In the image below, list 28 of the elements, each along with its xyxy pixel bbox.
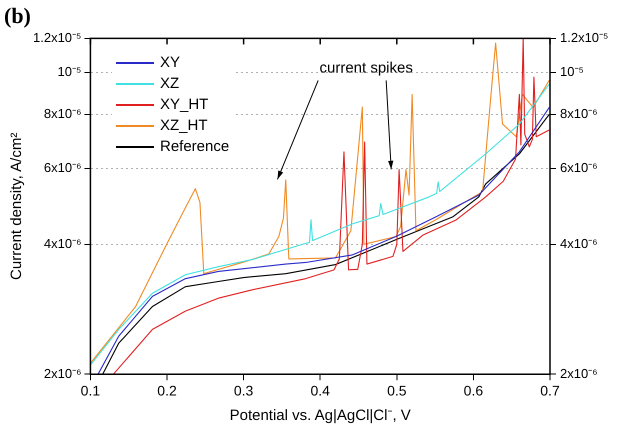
legend-label: XZ: [160, 75, 180, 92]
y-tick-label: 2x10⁻⁶: [44, 366, 82, 381]
text: 10⁻⁵: [560, 64, 584, 80]
x-axis-title: Potential vs. Ag|AgCl|Cl⁻, V: [230, 407, 411, 424]
text: 2x10⁻⁶: [560, 366, 598, 381]
text: 1.2x10⁻⁵: [560, 30, 608, 45]
x-tick-label: 0.1: [80, 382, 100, 398]
x-tick-label: 0.5: [387, 382, 407, 398]
x-tick-label: 0.3: [234, 382, 254, 398]
legend-label: XY: [160, 54, 180, 71]
legend-label: XY_HT: [160, 96, 208, 113]
x-tick-label: 0.2: [157, 382, 177, 398]
y-axis-title: Current density, A/cm²: [8, 132, 26, 280]
y-tick-label: 6x10⁻⁶: [44, 160, 82, 175]
y-tick-label: 4x10⁻⁶: [44, 236, 82, 251]
text: 8x10⁻⁶: [560, 106, 598, 121]
legend-label: XZ_HT: [160, 117, 208, 134]
y-tick-label: 1.2x10⁻⁵: [33, 30, 82, 45]
legend-label: Reference: [160, 138, 230, 155]
annotation: current spikes: [319, 60, 413, 77]
text: 6x10⁻⁶: [560, 160, 598, 175]
text: 4x10⁻⁶: [560, 236, 598, 251]
chart-title: (b): [4, 2, 31, 28]
x-tick-label: 0.7: [540, 382, 560, 398]
y-tick-label: 10⁻⁵: [58, 64, 82, 80]
x-tick-label: 0.4: [310, 382, 330, 398]
y-tick-label: 8x10⁻⁶: [44, 106, 82, 121]
x-tick-label: 0.6: [464, 382, 484, 398]
